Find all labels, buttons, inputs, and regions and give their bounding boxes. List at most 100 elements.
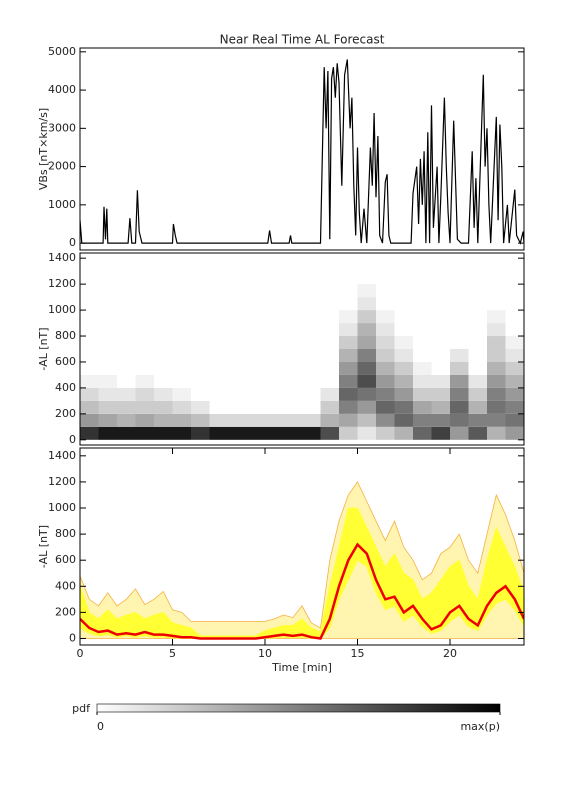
heat-cell [450, 400, 469, 414]
heat-cell [154, 387, 173, 401]
heat-cell [487, 349, 506, 362]
heat-cell [357, 349, 376, 362]
heat-cell [98, 426, 117, 440]
heat-cell [80, 374, 99, 388]
y-tick-label: 3000 [48, 121, 76, 134]
heat-cell [339, 413, 358, 427]
heat-cell [98, 336, 117, 349]
heat-cell [80, 413, 99, 427]
y-tick-label: 600 [55, 553, 76, 566]
heat-cell [357, 323, 376, 337]
heat-cell [265, 336, 284, 349]
heat-cell [505, 426, 524, 440]
heat-cell [98, 374, 117, 388]
heat-cell [413, 426, 432, 440]
heat-cell [154, 323, 173, 337]
heat-cell [505, 361, 524, 375]
heat-cell [191, 413, 210, 427]
heat-cell [154, 361, 173, 375]
heat-cell [283, 400, 302, 414]
heat-cell [154, 400, 173, 414]
heat-cell [135, 426, 154, 440]
heat-cell [154, 349, 173, 362]
heat-cell [117, 400, 136, 414]
heat-cell [320, 413, 339, 427]
heat-cell [172, 361, 191, 375]
heat-cell [394, 387, 413, 401]
heat-cell [191, 297, 210, 311]
y-tick-label: 1000 [48, 501, 76, 514]
heat-cell [154, 374, 173, 388]
heat-cell [228, 426, 247, 440]
heat-cell [191, 374, 210, 388]
heat-cell [265, 400, 284, 414]
heat-cell [209, 284, 228, 298]
heat-cell [357, 400, 376, 414]
heat-cell [209, 349, 228, 362]
heat-cell [117, 413, 136, 427]
heat-cell [209, 374, 228, 388]
heat-cell [468, 374, 487, 388]
heat-cell [505, 336, 524, 349]
y-tick-label: 4000 [48, 83, 76, 96]
heat-cell [487, 387, 506, 401]
y-tick-label: 800 [55, 527, 76, 540]
heat-cell [468, 310, 487, 324]
heat-cell [191, 336, 210, 349]
heat-cell [117, 323, 136, 337]
heat-cell [246, 413, 265, 427]
heat-cell [228, 284, 247, 298]
heat-cell [172, 284, 191, 298]
heat-cell [209, 323, 228, 337]
heat-cell [209, 387, 228, 401]
heat-cell [154, 297, 173, 311]
x-tick-label: 0 [77, 647, 84, 660]
heat-cell [487, 374, 506, 388]
heat-cell [98, 323, 117, 337]
x-tick-label: 15 [351, 647, 365, 660]
heat-cell [302, 349, 321, 362]
heat-cell [265, 284, 284, 298]
heat-cell [357, 336, 376, 349]
y-axis-label: VBs [nT×km/s] [37, 108, 50, 190]
heat-cell [98, 349, 117, 362]
heat-cell [376, 361, 395, 375]
heat-cell [135, 361, 154, 375]
heat-cell [135, 323, 154, 337]
heat-cell [283, 284, 302, 298]
heat-cell [135, 374, 154, 388]
heat-cell [302, 336, 321, 349]
median-line [80, 542, 524, 640]
heat-cell [487, 426, 506, 440]
plot-area [80, 284, 524, 440]
heat-cell [468, 323, 487, 337]
heat-cell [320, 323, 339, 337]
heat-cell [117, 310, 136, 324]
heat-cell [283, 374, 302, 388]
heat-cell [487, 413, 506, 427]
heat-cell [468, 426, 487, 440]
heat-cell [320, 361, 339, 375]
heat-cell [209, 310, 228, 324]
heat-cell [80, 387, 99, 401]
heat-cell [117, 336, 136, 349]
y-tick-label: 1000 [48, 198, 76, 211]
heat-cell [246, 323, 265, 337]
heat-cell [172, 310, 191, 324]
heat-cell [80, 361, 99, 375]
heat-cell [450, 336, 469, 349]
heat-cell [339, 426, 358, 440]
colorbar-tick-label: 0 [97, 720, 104, 733]
heat-cell [283, 336, 302, 349]
heat-cell [468, 349, 487, 362]
heat-cell [320, 374, 339, 388]
heat-cell [320, 387, 339, 401]
heat-cell [246, 284, 265, 298]
heat-cell [505, 284, 524, 298]
heat-cell [228, 413, 247, 427]
heat-cell [302, 297, 321, 311]
heat-cell [376, 297, 395, 311]
heat-cell [228, 400, 247, 414]
heat-cell [228, 361, 247, 375]
heat-cell [246, 374, 265, 388]
